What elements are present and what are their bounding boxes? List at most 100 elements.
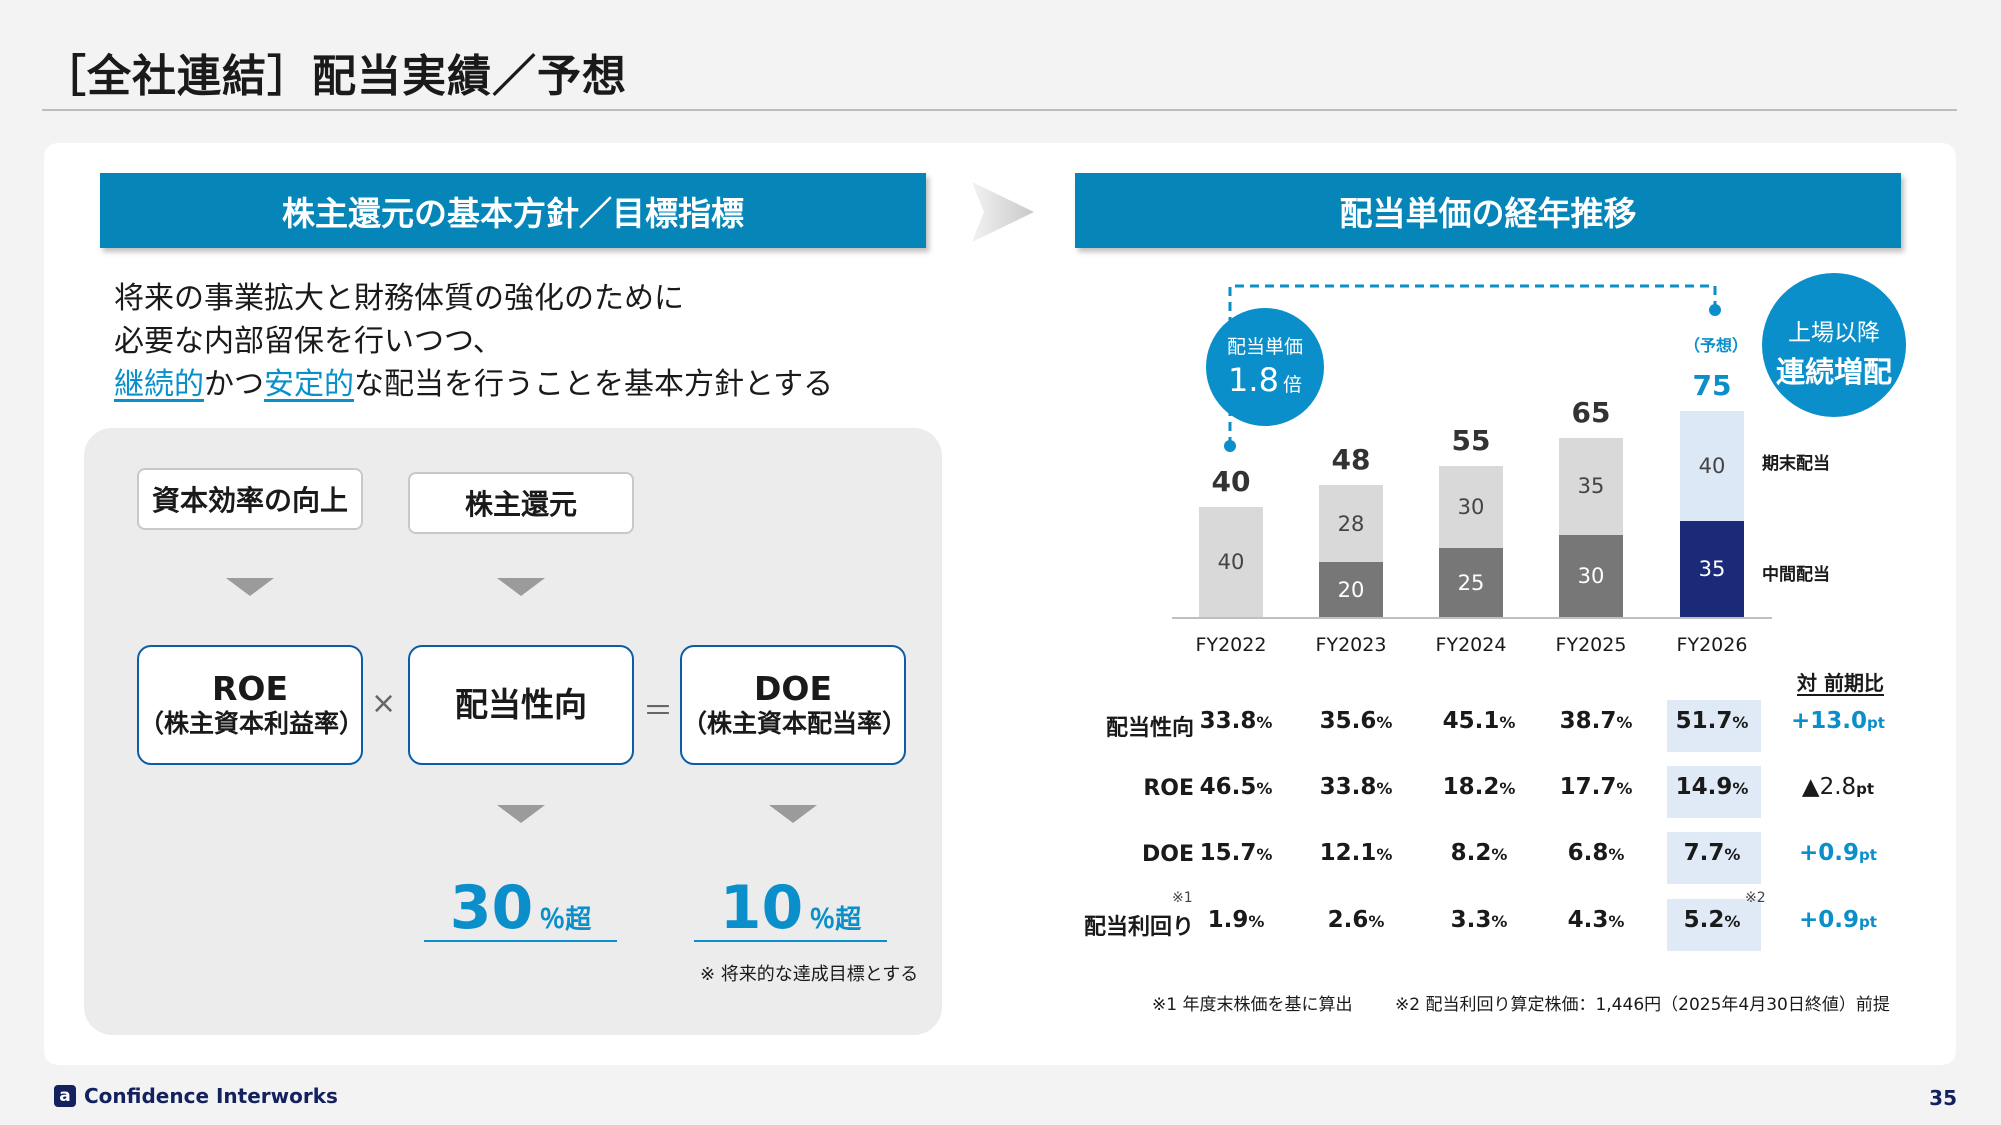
down-arrow-icon: [497, 805, 545, 823]
bar-total-FY2023: 48: [1331, 443, 1371, 476]
forecast-cell-bg: [1667, 766, 1761, 818]
row-label: ROE: [1143, 776, 1194, 801]
table-cell: 3.3%: [1450, 907, 1508, 933]
doe-sub: （株主資本配当率）: [682, 709, 908, 738]
bar-interim-FY2026: 35: [1680, 520, 1744, 617]
payout-label: 配当性向: [455, 685, 587, 724]
table-cell: 1.9%: [1207, 907, 1265, 933]
forecast-cell-bg: [1667, 700, 1761, 752]
policy-line-2: 必要な内部留保を行いつつ、: [114, 324, 503, 359]
title-divider: [42, 109, 1957, 111]
table-cell: 45.1%: [1442, 708, 1516, 734]
table-cell: 33.8%: [1199, 708, 1273, 734]
bar-interim-FY2024: 25: [1439, 548, 1503, 617]
table-cell: 38.7%: [1559, 708, 1633, 734]
bar-total-FY2022: 40: [1211, 465, 1251, 498]
down-arrow-icon: [769, 805, 817, 823]
yoy-header: 対 前期比: [1797, 671, 1884, 695]
shareholder-return-tag: 株主還元: [408, 472, 634, 534]
logo-mark-icon: a: [54, 1085, 76, 1107]
streak-badge-line1: 上場以降: [1788, 320, 1880, 346]
policy-section-header: 株主還元の基本方針／目標指標: [100, 173, 926, 248]
footnote-marker-2: ※2: [1745, 890, 1766, 906]
target-note: ※ 将来的な達成目標とする: [700, 964, 919, 985]
row-label: DOE: [1142, 842, 1194, 867]
table-cell: 51.7%: [1675, 708, 1749, 734]
doe-target-value: 10: [719, 873, 804, 943]
roe-label: ROE: [211, 669, 288, 708]
dividend-trend-header: 配当単価の経年推移: [1075, 173, 1901, 248]
table-cell: 2.6%: [1327, 907, 1385, 933]
capital-efficiency-tag: 資本効率の向上: [137, 468, 363, 530]
table-cell: 33.8%: [1319, 774, 1393, 800]
bar-total-FY2026: 75: [1692, 368, 1732, 402]
table-cell: 14.9%: [1675, 774, 1749, 800]
bar-year-end-FY2023: 28: [1319, 485, 1383, 562]
consecutive-increase-badge: 上場以降 連続増配: [1762, 273, 1906, 417]
footnote-marker-1: ※1: [1172, 890, 1193, 906]
doe-label: DOE: [754, 669, 832, 708]
row-label: 配当利回り: [1083, 915, 1194, 940]
page-number: 35: [1929, 1086, 1957, 1110]
table-cell: 4.3%: [1567, 907, 1625, 933]
policy-line-1: 将来の事業拡大と財務体質の強化のために: [114, 281, 684, 316]
page-title: ［全社連結］配当実績／予想: [42, 51, 627, 102]
table-cell: 8.2%: [1450, 840, 1508, 866]
yoy-value: +13.0pt: [1791, 708, 1885, 734]
growth-badge-unit: 倍: [1282, 374, 1302, 396]
chart-baseline: [1172, 617, 1772, 619]
bar-year-end-FY2025: 35: [1559, 438, 1623, 535]
x-tick-FY2026: FY2026: [1676, 634, 1748, 656]
policy-line-3-tail: な配当を行うことを基本方針とする: [354, 367, 834, 402]
x-tick-FY2024: FY2024: [1435, 634, 1507, 656]
bar-interim-FY2025: 30: [1559, 534, 1623, 617]
legend-year-end: 期末配当: [1762, 454, 1830, 474]
footnote-2: ※2 配当利回り算定株価：1,446円（2025年4月30日終値）前提: [1395, 995, 1890, 1015]
equals-operator: ＝: [643, 694, 673, 729]
table-cell: 35.6%: [1319, 708, 1393, 734]
payout-ratio-box: 配当性向: [408, 645, 634, 765]
x-tick-FY2025: FY2025: [1555, 634, 1627, 656]
roe-box: ROE （株主資本利益率）: [137, 645, 365, 765]
table-cell: 18.2%: [1442, 774, 1516, 800]
bar-interim-FY2023: 20: [1319, 562, 1383, 617]
doe-target-unit: ％超: [809, 905, 862, 935]
doe-box: DOE （株主資本配当率）: [680, 645, 908, 765]
doe-target: 10 ％超: [694, 876, 887, 942]
payout-target-value: 30: [449, 873, 534, 943]
down-arrow-icon: [226, 578, 274, 596]
growth-multiple-badge: 配当単価 1.8 倍: [1206, 308, 1324, 426]
x-tick-FY2022: FY2022: [1195, 634, 1267, 656]
company-name: Confidence Interworks: [84, 1084, 338, 1108]
times-operator: ×: [371, 686, 397, 721]
policy-line-3: 継続的かつ安定的な配当を行うことを基本方針とする: [114, 359, 833, 403]
footnote-1: ※1 年度末株価を基に算出: [1152, 995, 1353, 1015]
forecast-label: （予想）: [1684, 336, 1749, 355]
chevron-right-arrow-icon: [972, 182, 1034, 242]
yoy-value: +0.9pt: [1799, 840, 1877, 866]
table-cell: 46.5%: [1199, 774, 1273, 800]
bar-year-end-FY2026: 40: [1680, 410, 1744, 521]
policy-line-3-mid: かつ: [204, 367, 264, 402]
table-cell: 17.7%: [1559, 774, 1633, 800]
bar-year-end-FY2022: 40: [1199, 507, 1263, 617]
payout-target-unit: ％超: [539, 905, 592, 935]
roe-sub: （株主資本利益率）: [139, 709, 365, 738]
forecast-cell-bg: [1667, 832, 1761, 884]
forecast-cell-bg: [1667, 899, 1761, 951]
table-cell: 6.8%: [1567, 840, 1625, 866]
bar-total-FY2025: 65: [1571, 396, 1611, 430]
table-cell: 15.7%: [1199, 840, 1273, 866]
bar-year-end-FY2024: 30: [1439, 465, 1503, 549]
streak-badge-line2: 連続増配: [1775, 355, 1892, 389]
row-label: 配当性向: [1105, 716, 1194, 741]
legend-interim: 中間配当: [1762, 565, 1830, 585]
table-cell: 5.2%: [1683, 907, 1741, 933]
company-logo: a Confidence Interworks: [54, 1084, 338, 1108]
bar-total-FY2024: 55: [1451, 423, 1491, 457]
x-tick-FY2023: FY2023: [1315, 634, 1387, 656]
yoy-value: ▲2.8pt: [1801, 774, 1875, 800]
table-cell: 7.7%: [1683, 840, 1741, 866]
yoy-value: +0.9pt: [1799, 907, 1877, 933]
growth-badge-label: 配当単価: [1226, 336, 1303, 358]
